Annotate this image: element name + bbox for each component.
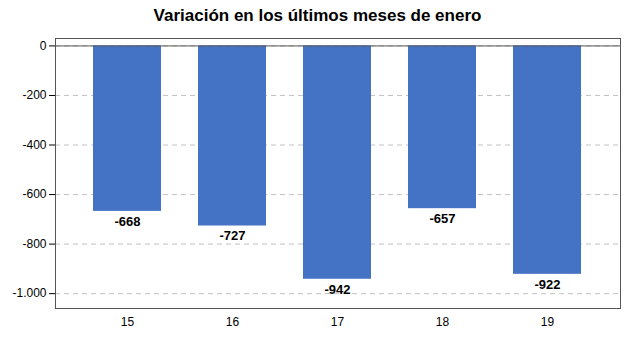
svg-text:-800: -800: [22, 237, 46, 251]
svg-text:-668: -668: [114, 214, 140, 229]
svg-text:19: 19: [541, 315, 555, 329]
svg-text:16: 16: [226, 315, 240, 329]
svg-text:18: 18: [436, 315, 450, 329]
svg-text:15: 15: [121, 315, 135, 329]
svg-text:-1.000: -1.000: [12, 286, 46, 300]
html-text:Variación en los últimos meses: Variación en los últimos meses de enero: [153, 6, 482, 25]
svg-text:-942: -942: [324, 282, 350, 297]
svg-text:17: 17: [331, 315, 345, 329]
svg-text:-600: -600: [22, 187, 46, 201]
svg-text:-922: -922: [534, 277, 560, 292]
svg-text:0: 0: [40, 39, 47, 53]
svg-text:-200: -200: [22, 88, 46, 102]
svg-text:-727: -727: [219, 228, 245, 243]
svg-text:-400: -400: [22, 138, 46, 152]
svg-text:-657: -657: [429, 211, 455, 226]
